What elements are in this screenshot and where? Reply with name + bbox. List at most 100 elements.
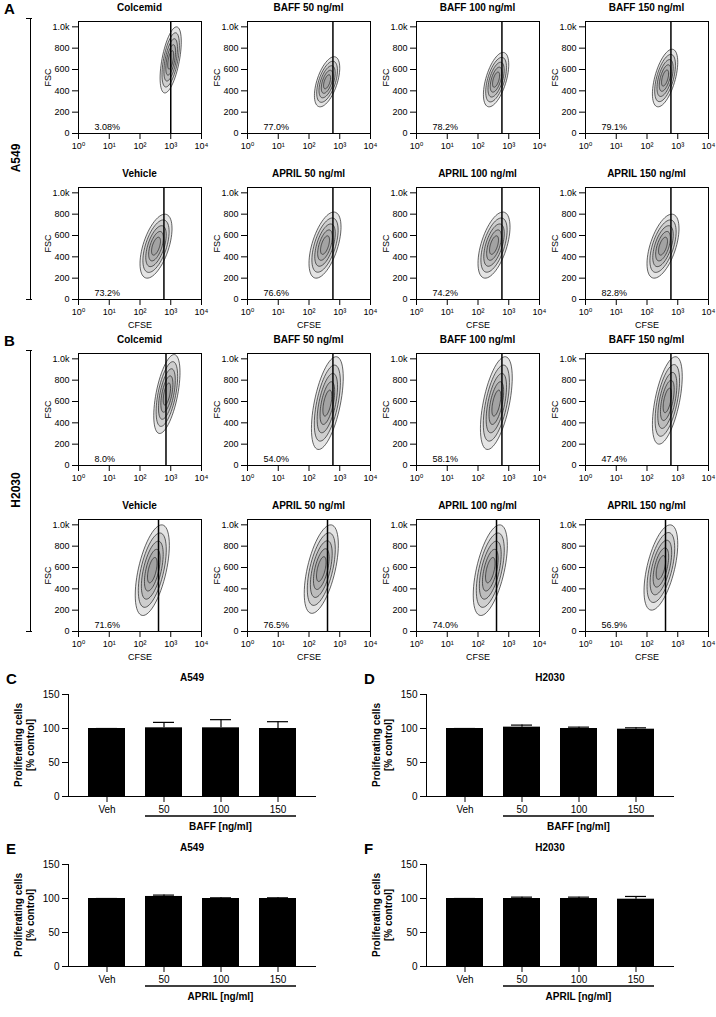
svg-text:200: 200	[392, 439, 407, 449]
svg-text:0: 0	[571, 626, 576, 636]
svg-text:800: 800	[54, 43, 69, 53]
svg-text:10¹: 10¹	[610, 141, 623, 151]
svg-text:200: 200	[223, 107, 238, 117]
svg-text:10²: 10²	[640, 307, 653, 317]
svg-text:CFSE: CFSE	[128, 320, 152, 330]
svg-text:8.0%: 8.0%	[95, 454, 116, 464]
svg-text:1.0k: 1.0k	[221, 520, 239, 530]
svg-text:77.0%: 77.0%	[264, 122, 290, 132]
svg-text:10³: 10³	[671, 639, 684, 649]
svg-text:800: 800	[561, 209, 576, 219]
svg-text:1.0k: 1.0k	[221, 188, 239, 198]
svg-text:10⁴: 10⁴	[702, 141, 716, 151]
svg-text:10⁰: 10⁰	[72, 639, 86, 649]
svg-text:10²: 10²	[471, 473, 484, 483]
svg-text:73.2%: 73.2%	[95, 288, 121, 298]
svg-text:200: 200	[54, 439, 69, 449]
svg-text:400: 400	[223, 584, 238, 594]
svg-text:10¹: 10¹	[103, 141, 116, 151]
svg-text:800: 800	[561, 541, 576, 551]
svg-text:FSC: FSC	[550, 234, 560, 253]
svg-text:APRIL [ng/ml]: APRIL [ng/ml]	[188, 991, 254, 1002]
svg-text:50: 50	[158, 974, 170, 985]
svg-text:50: 50	[406, 757, 418, 768]
svg-text:10³: 10³	[164, 307, 177, 317]
svg-text:10⁰: 10⁰	[72, 473, 86, 483]
svg-text:3.08%: 3.08%	[95, 122, 121, 132]
svg-text:1.0k: 1.0k	[559, 22, 577, 32]
svg-text:0: 0	[402, 626, 407, 636]
svg-text:10⁰: 10⁰	[410, 141, 424, 151]
svg-text:0: 0	[64, 626, 69, 636]
svg-text:10⁰: 10⁰	[410, 473, 424, 483]
svg-text:400: 400	[54, 418, 69, 428]
svg-text:800: 800	[54, 541, 69, 551]
svg-text:FSC: FSC	[212, 234, 222, 253]
svg-text:FSC: FSC	[43, 234, 53, 253]
svg-text:200: 200	[561, 439, 576, 449]
svg-text:800: 800	[392, 541, 407, 551]
svg-text:800: 800	[54, 375, 69, 385]
svg-text:76.5%: 76.5%	[264, 620, 290, 630]
svg-text:Veh: Veh	[98, 804, 115, 815]
svg-text:47.4%: 47.4%	[602, 454, 628, 464]
svg-text:10³: 10³	[671, 307, 684, 317]
svg-text:400: 400	[392, 252, 407, 262]
svg-text:400: 400	[392, 418, 407, 428]
svg-text:150: 150	[43, 859, 60, 870]
svg-text:200: 200	[54, 107, 69, 117]
svg-text:400: 400	[561, 584, 576, 594]
svg-text:400: 400	[223, 252, 238, 262]
svg-text:1.0k: 1.0k	[559, 188, 577, 198]
svg-text:0: 0	[233, 128, 238, 138]
svg-text:FSC: FSC	[43, 68, 53, 87]
svg-text:10²: 10²	[302, 307, 315, 317]
svg-text:10⁴: 10⁴	[364, 307, 378, 317]
svg-text:10¹: 10¹	[610, 639, 623, 649]
svg-text:10⁰: 10⁰	[241, 307, 255, 317]
svg-text:10⁰: 10⁰	[579, 307, 593, 317]
svg-text:1.0k: 1.0k	[221, 354, 239, 364]
svg-text:FSC: FSC	[381, 400, 391, 419]
svg-text:74.0%: 74.0%	[433, 620, 459, 630]
svg-text:0: 0	[402, 294, 407, 304]
svg-text:600: 600	[392, 64, 407, 74]
svg-text:0: 0	[64, 294, 69, 304]
svg-text:100: 100	[401, 893, 418, 904]
svg-text:10³: 10³	[671, 473, 684, 483]
svg-text:600: 600	[561, 396, 576, 406]
svg-text:1.0k: 1.0k	[52, 520, 70, 530]
svg-text:10²: 10²	[302, 141, 315, 151]
svg-text:200: 200	[54, 605, 69, 615]
svg-text:1.0k: 1.0k	[559, 520, 577, 530]
svg-text:10³: 10³	[502, 141, 515, 151]
svg-text:10¹: 10¹	[272, 307, 285, 317]
svg-text:10⁴: 10⁴	[702, 307, 716, 317]
svg-text:10³: 10³	[164, 141, 177, 151]
svg-text:54.0%: 54.0%	[264, 454, 290, 464]
svg-text:10²: 10²	[302, 473, 315, 483]
svg-text:10⁴: 10⁴	[195, 141, 209, 151]
svg-text:1.0k: 1.0k	[52, 188, 70, 198]
svg-text:10⁰: 10⁰	[579, 639, 593, 649]
svg-text:10²: 10²	[302, 639, 315, 649]
svg-text:10⁴: 10⁴	[364, 473, 378, 483]
svg-text:10³: 10³	[164, 473, 177, 483]
svg-text:10⁴: 10⁴	[364, 639, 378, 649]
svg-text:Proliferating cells[% control]: Proliferating cells[% control]	[13, 703, 36, 787]
svg-text:800: 800	[561, 375, 576, 385]
svg-text:150: 150	[270, 974, 287, 985]
svg-text:10⁰: 10⁰	[410, 307, 424, 317]
svg-text:200: 200	[561, 107, 576, 117]
svg-text:10⁴: 10⁴	[702, 639, 716, 649]
svg-text:Proliferating cells[% control]: Proliferating cells[% control]	[371, 703, 394, 787]
svg-text:56.9%: 56.9%	[602, 620, 628, 630]
svg-text:Proliferating cells[% control]: Proliferating cells[% control]	[371, 873, 394, 957]
svg-text:74.2%: 74.2%	[433, 288, 459, 298]
svg-text:10²: 10²	[471, 307, 484, 317]
svg-text:10¹: 10¹	[441, 307, 454, 317]
svg-text:50: 50	[48, 757, 60, 768]
svg-text:150: 150	[270, 804, 287, 815]
svg-text:50: 50	[158, 804, 170, 815]
svg-text:10²: 10²	[133, 639, 146, 649]
